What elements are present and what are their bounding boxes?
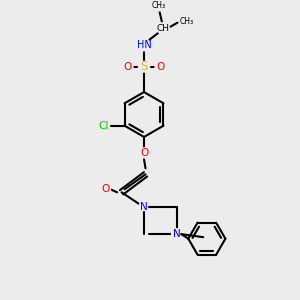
Text: Cl: Cl [98,121,109,131]
Circle shape [139,148,149,159]
Text: S: S [140,60,148,73]
Circle shape [98,120,109,131]
Text: O: O [101,184,109,194]
Circle shape [139,61,149,72]
Circle shape [172,229,182,240]
Circle shape [155,61,166,72]
Circle shape [122,61,133,72]
Text: CH: CH [157,24,170,33]
Text: HN: HN [136,40,152,50]
Circle shape [154,0,164,11]
Text: O: O [123,61,132,72]
Text: N: N [173,229,181,239]
Circle shape [139,202,149,213]
Text: O: O [156,61,165,72]
Circle shape [100,184,110,195]
Text: CH₃: CH₃ [179,16,194,26]
Circle shape [181,16,192,26]
Text: CH₃: CH₃ [152,1,166,10]
Text: O: O [140,148,148,158]
Text: N: N [140,202,148,212]
Circle shape [158,22,169,34]
Circle shape [139,40,149,50]
